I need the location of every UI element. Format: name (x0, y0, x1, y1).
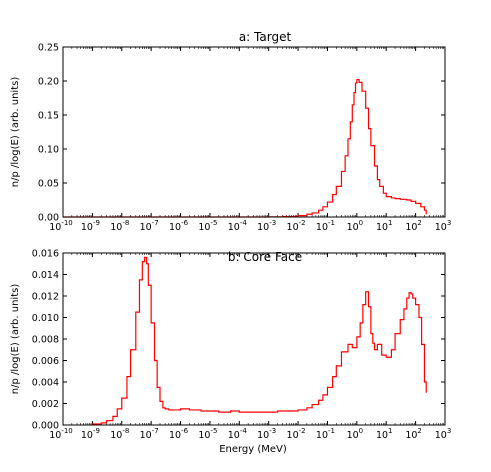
panel-b-y-axis-label: n/p /log(E) (arb. units) (10, 284, 21, 395)
panel-b-x-tick-label: 10-3 (257, 427, 276, 441)
panel-a-y-tick-label: 0.20 (38, 77, 59, 88)
panel-b-x-tick-label: 10-9 (81, 427, 100, 441)
panel-a-plot-area (63, 79, 427, 218)
panel-a-y-tick-label: 0.00 (38, 213, 59, 224)
panel-a-x-tick-label: 10-2 (287, 219, 306, 233)
panel-b-y-tick-label: 0.002 (32, 399, 59, 410)
panel-b-y-tick-label: 0.014 (32, 270, 59, 281)
panel-b-x-tick-label: 10-8 (110, 427, 129, 441)
panel-a-x-tick-label: 103 (435, 219, 452, 233)
panel-b-x-tick-label: 10-5 (198, 427, 217, 441)
panel-b-y-tick-label: 0.012 (32, 292, 59, 303)
panel-a-x-tick-label: 10-4 (228, 219, 248, 233)
panel-b-x-tick-label: 10-10 (49, 427, 73, 441)
panel-a-y-tick-label: 0.05 (38, 179, 59, 190)
panel-a-x-tick-label: 10-1 (316, 219, 335, 233)
panel-b-core-face: b: Core Face n/p /log(E) (arb. units) En… (10, 249, 451, 456)
panel-a-x-tick-label: 100 (347, 219, 364, 233)
panel-b-x-axis-label: Energy (MeV) (219, 444, 287, 455)
panel-a-x-tick-label: 101 (376, 219, 393, 233)
panel-a-axes-frame (62, 46, 446, 218)
panel-b-y-tick-label: 0.010 (32, 313, 59, 324)
panel-b-x-tick-label: 103 (435, 427, 452, 441)
panel-b-x-tick-label: 102 (405, 427, 422, 441)
panel-b-x-tick-label: 10-2 (287, 427, 306, 441)
panel-b-x-tick-label: 101 (376, 427, 393, 441)
panel-b-y-tick-label: 0.016 (32, 249, 59, 260)
panel-b-x-tick-label: 10-7 (140, 427, 159, 441)
panel-b-series-line (92, 256, 427, 425)
panel-a-x-tick-label: 10-7 (140, 219, 159, 233)
panel-a-title: a: Target (239, 30, 292, 44)
panel-a-x-tick-label: 10-6 (169, 219, 189, 233)
panel-b-y-tick-label: 0.004 (32, 378, 59, 389)
panel-b-x-tick-label: 10-6 (169, 427, 189, 441)
panel-a-x-tick-label: 10-3 (257, 219, 276, 233)
panel-a-x-tick-label: 10-8 (110, 219, 129, 233)
panel-b-y-tick-label: 0.000 (32, 421, 59, 432)
panel-a-x-tick-label: 10-5 (198, 219, 217, 233)
panel-b-plot-area (92, 256, 427, 425)
panel-a-ticks: 10-10 10-9 10-8 10-7 10-6 10-5 10-4 10-3 10-2 10-… (38, 43, 451, 234)
panel-a-series-line (63, 79, 427, 218)
panel-a-x-tick-label: 10-9 (81, 219, 100, 233)
panel-a-x-tick-label: 102 (405, 219, 422, 233)
panel-a-y-axis-label: n/p /log(E) (arb. units) (10, 77, 21, 188)
panel-a-x-tick-label: 10-10 (49, 219, 73, 233)
panel-b-y-tick-label: 0.006 (32, 356, 59, 367)
panel-b-x-tick-label: 100 (347, 427, 364, 441)
panel-b-x-tick-label: 10-4 (228, 427, 248, 441)
panel-b-ticks: 10-10 10-9 10-8 10-7 10-6 10-5 10-4 10-3 10-2 10-… (32, 249, 451, 442)
panel-b-axes-frame (62, 252, 446, 426)
panel-a-y-tick-label: 0.25 (38, 43, 59, 54)
panel-b-x-tick-label: 10-1 (316, 427, 335, 441)
panel-a-y-tick-label: 0.15 (38, 111, 59, 122)
panel-a-target: a: Target n/p /log(E) (arb. units) 10-10… (10, 30, 451, 233)
panel-a-y-tick-label: 0.10 (38, 145, 59, 156)
panel-b-y-tick-label: 0.008 (32, 335, 59, 346)
